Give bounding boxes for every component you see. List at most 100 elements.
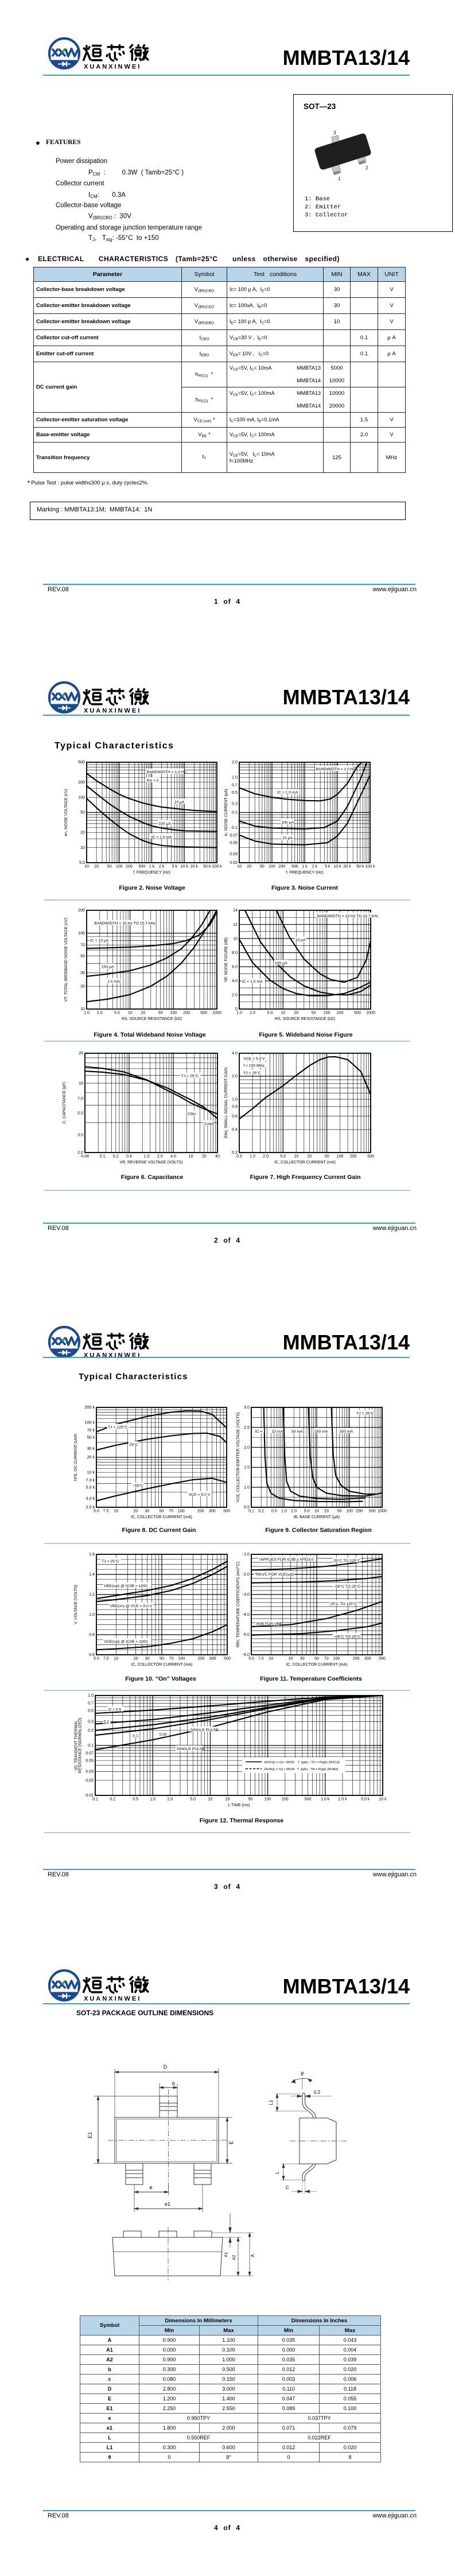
svg-text:500: 500 [200, 1011, 207, 1015]
svg-text:0.05: 0.05 [85, 1758, 94, 1763]
svg-text:VCE, COLLECTOR-EMITTER VOLTAGE: VCE, COLLECTOR-EMITTER VOLTAGE (VOLTS) [236, 1412, 240, 1502]
svg-text:0.1: 0.1 [133, 1734, 139, 1738]
svg-text:C: C [286, 2185, 289, 2190]
svg-text:XUANXINWEI: XUANXINWEI [84, 708, 141, 715]
svg-text:e1: e1 [165, 2201, 170, 2207]
svg-text:0.8: 0.8 [89, 1632, 95, 1637]
svg-text:500: 500 [224, 1656, 231, 1661]
svg-text:4.0: 4.0 [232, 979, 238, 983]
svg-text:VBE(sat) @ IC/IB = 1000: VBE(sat) @ IC/IB = 1000 [104, 1584, 147, 1588]
svg-text:0.5: 0.5 [236, 1154, 242, 1159]
svg-text:500: 500 [78, 760, 85, 765]
svg-text:RS ≈ 0: RS ≈ 0 [147, 779, 159, 783]
svg-text:8.0: 8.0 [232, 951, 238, 955]
svg-text:200: 200 [350, 1154, 357, 1159]
svg-text:0.1: 0.1 [100, 1154, 106, 1159]
svg-text:IC = 10 μA: IC = 10 μA [90, 939, 109, 943]
svg-text:70: 70 [324, 1656, 329, 1661]
svg-text:3.0 k: 3.0 k [86, 1496, 95, 1501]
svg-text:0.3: 0.3 [88, 1720, 94, 1724]
svg-text:0.5: 0.5 [88, 1708, 94, 1713]
svg-text:100 k: 100 k [365, 864, 375, 869]
svg-text:100 k: 100 k [212, 864, 222, 869]
svg-text:30: 30 [145, 1509, 149, 1514]
svg-text:IC = 1.0 mA: IC = 1.0 mA [151, 835, 173, 839]
svg-text:BANDWIDTH = 1.0 Hz: BANDWIDTH = 1.0 Hz [316, 767, 356, 771]
svg-text:14: 14 [233, 908, 238, 913]
svg-text:5.0: 5.0 [94, 1509, 99, 1514]
svg-text:f, FREQUENCY (Hz): f, FREQUENCY (Hz) [286, 871, 324, 875]
svg-text:VT, TOTAL WIDEBAND NOISE VOLTA: VT, TOTAL WIDEBAND NOISE VOLTAGE (nV) [64, 918, 68, 1002]
svg-text:RθV, TEMPERATURE COEFFICIENTS: RθV, TEMPERATURE COEFFICIENTS (mV/°C) [236, 1562, 240, 1647]
svg-text:0.2: 0.2 [113, 1154, 119, 1159]
svg-text:TJ = 25°C: TJ = 25°C [356, 1411, 374, 1415]
svg-text:1.5: 1.5 [244, 1465, 250, 1470]
svg-text:30: 30 [145, 1656, 150, 1661]
svg-text:f = 100 MHz: f = 100 MHz [243, 1064, 265, 1068]
svg-text:100 μA: 100 μA [281, 821, 294, 825]
svg-text:0.5: 0.5 [232, 790, 238, 795]
svg-text:E: E [228, 2141, 234, 2144]
svg-text:0.7: 0.7 [232, 783, 238, 787]
svg-text:1 k: 1 k [149, 864, 155, 869]
svg-text:5.0: 5.0 [114, 1011, 120, 1015]
svg-text:D = 0.5: D = 0.5 [108, 1708, 121, 1712]
svg-text:0.1: 0.1 [92, 1797, 98, 1802]
svg-text:en, NOISE VOLTAGE (nV): en, NOISE VOLTAGE (nV) [64, 789, 68, 836]
svg-text:1.0: 1.0 [88, 1693, 94, 1698]
svg-text:5.0: 5.0 [267, 1011, 273, 1015]
svg-text:1000: 1000 [378, 1509, 387, 1514]
svg-text:0: 0 [235, 1007, 238, 1011]
svg-text:5 k: 5 k [325, 864, 330, 869]
svg-text:3: 3 [333, 130, 336, 135]
svg-text:200: 200 [337, 1011, 344, 1015]
svg-text:0.05: 0.05 [160, 1733, 167, 1737]
svg-text:10: 10 [84, 864, 89, 869]
svg-text:f, FREQUENCY (Hz): f, FREQUENCY (Hz) [133, 871, 170, 875]
svg-text:10: 10 [80, 845, 85, 850]
svg-text:30: 30 [80, 971, 85, 975]
svg-text:20: 20 [294, 1011, 298, 1015]
svg-text:500: 500 [138, 864, 145, 869]
svg-text:1.0: 1.0 [89, 1612, 95, 1617]
svg-text:IC = 1.0 mA: IC = 1.0 mA [242, 980, 263, 984]
svg-text:TJ = 25°C: TJ = 25°C [181, 1074, 199, 1078]
svg-text:0.05: 0.05 [230, 840, 238, 845]
svg-text:10 mA: 10 mA [272, 1430, 283, 1434]
svg-text:XUANXINWEI: XUANXINWEI [84, 1996, 141, 2003]
svg-text:BANDWIDTH = 10 Hz TO 15.7 kHz: BANDWIDTH = 10 Hz TO 15.7 kHz [317, 914, 379, 918]
svg-text:250 mA: 250 mA [314, 1430, 328, 1434]
svg-text:500: 500 [379, 1656, 386, 1661]
svg-text:1: 1 [338, 176, 341, 181]
svg-text:10: 10 [114, 1509, 118, 1514]
svg-text:L: L [275, 2171, 280, 2174]
svg-text:100: 100 [78, 931, 85, 936]
svg-text:5.0: 5.0 [304, 1509, 310, 1514]
svg-text:10: 10 [233, 936, 238, 941]
svg-text:1 k: 1 k [302, 864, 308, 869]
svg-text:70: 70 [169, 1656, 174, 1661]
svg-text:200: 200 [78, 908, 85, 913]
svg-text:5.0: 5.0 [77, 1111, 83, 1115]
svg-text:10 k: 10 k [333, 864, 341, 869]
svg-text:2.0: 2.0 [291, 1509, 297, 1514]
svg-text:1.0: 1.0 [144, 1154, 150, 1159]
svg-text:100: 100 [178, 1509, 185, 1514]
svg-text:30: 30 [300, 1656, 305, 1661]
svg-text:TJ = 25°C: TJ = 25°C [102, 1559, 119, 1564]
svg-text:6.0: 6.0 [232, 965, 238, 969]
svg-text:-5.0: -5.0 [243, 1632, 250, 1637]
svg-text:7.0: 7.0 [103, 1656, 109, 1661]
svg-text:10: 10 [314, 1509, 319, 1514]
svg-text:2.0: 2.0 [244, 1445, 250, 1450]
svg-text:2 k: 2 k [312, 864, 317, 869]
svg-text:20: 20 [289, 1656, 293, 1661]
svg-text:5.0: 5.0 [280, 1154, 286, 1159]
svg-text:20: 20 [80, 984, 85, 988]
svg-text:A1: A1 [223, 2252, 228, 2257]
svg-text:0.2: 0.2 [232, 1150, 238, 1155]
svg-text:10 μA: 10 μA [174, 801, 185, 805]
svg-text:0.4: 0.4 [232, 1127, 238, 1132]
svg-text:1.0: 1.0 [232, 1097, 238, 1101]
svg-text:0.2: 0.2 [258, 1509, 264, 1514]
